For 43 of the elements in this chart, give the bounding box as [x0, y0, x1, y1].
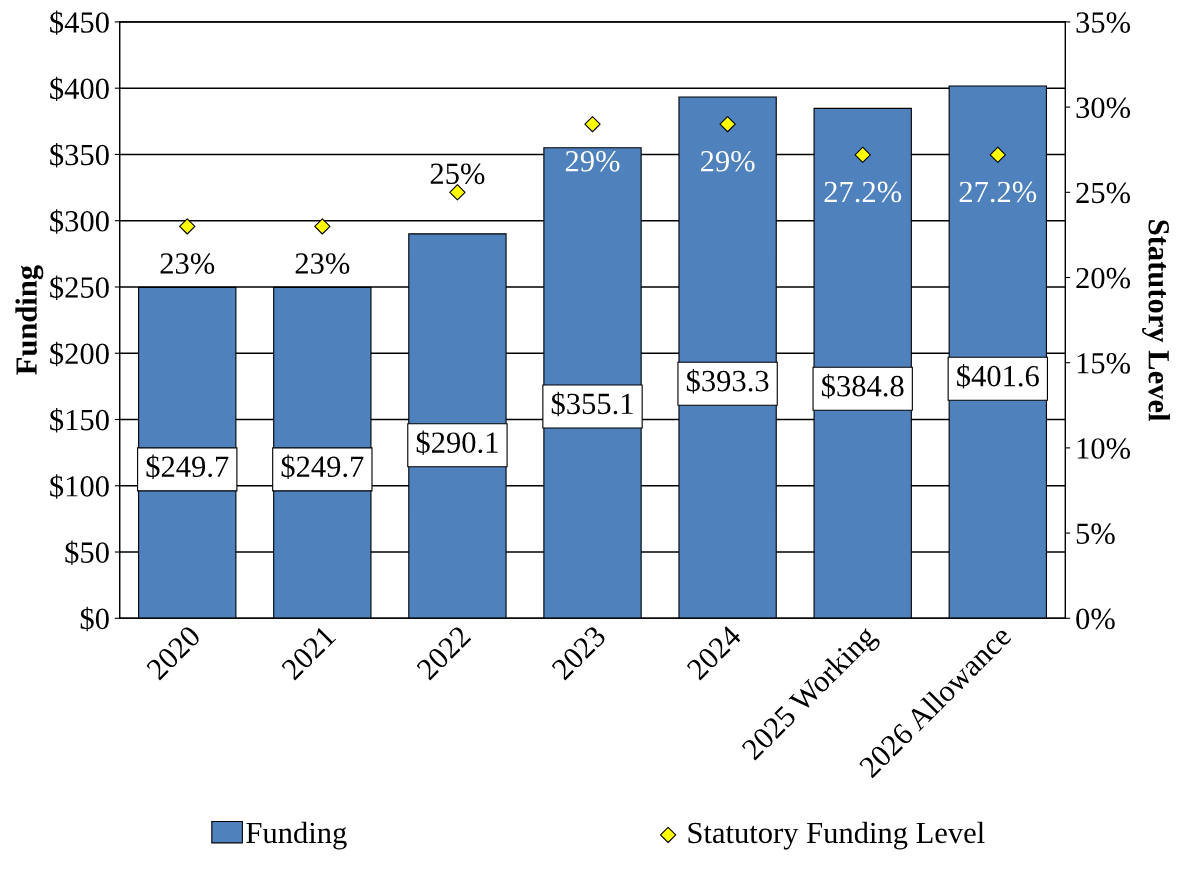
- y2-tick-label: 35%: [1076, 12, 1131, 33]
- y2-tick-label: 30%: [1076, 97, 1131, 119]
- y-tick-label: $100: [50, 474, 109, 499]
- data-label: 25%: [430, 163, 485, 185]
- point: [449, 184, 466, 201]
- point: [179, 218, 196, 235]
- y-tick-label: $250: [50, 275, 109, 300]
- legend-label: Statutory Funding Level: [688, 821, 985, 850]
- y-tick-label: $350: [50, 142, 109, 168]
- data-label: $401.6: [957, 364, 1039, 389]
- legend-label: Funding: [246, 821, 347, 850]
- data-label: $249.7: [146, 454, 229, 480]
- y2-tick-label: 25%: [1076, 182, 1131, 204]
- data-label: 23%: [160, 253, 215, 274]
- data-label: $290.1: [416, 430, 498, 455]
- y2-tick-label: 15%: [1077, 352, 1131, 374]
- y2-tick-label: 10%: [1077, 438, 1131, 459]
- y-tick-label: $200: [50, 341, 109, 367]
- data-label: $249.7: [281, 454, 364, 480]
- y-axis-title: Funding: [15, 265, 44, 375]
- data-label: 27.2%: [959, 181, 1037, 203]
- y2-tick-label: 5%: [1076, 523, 1115, 545]
- data-label: $393.3: [686, 368, 769, 394]
- y2-axis-title: Statutory Level: [1142, 220, 1170, 421]
- point: [314, 218, 331, 235]
- y-tick-label: $150: [50, 407, 109, 433]
- data-label: 23%: [295, 253, 350, 274]
- y-tick-label: $450: [50, 10, 109, 35]
- data-label: $384.8: [821, 374, 904, 399]
- data-label: 29%: [565, 150, 620, 172]
- y-tick-label: $300: [50, 209, 109, 234]
- point: [989, 146, 1006, 163]
- point: [719, 115, 736, 133]
- y2-tick-label: 0%: [1076, 608, 1115, 630]
- y2-tick-label: 20%: [1076, 267, 1131, 289]
- data-label: $355.1: [551, 391, 633, 417]
- data-label: 27.2%: [824, 181, 902, 203]
- y-tick-label: $50: [65, 540, 109, 565]
- point: [584, 115, 601, 133]
- y-tick-label: $0: [80, 606, 109, 632]
- y-tick-label: $400: [50, 76, 109, 102]
- data-label: 29%: [700, 150, 755, 172]
- point: [854, 146, 871, 163]
